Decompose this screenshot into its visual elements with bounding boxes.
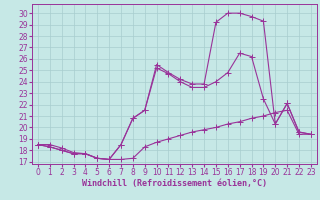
X-axis label: Windchill (Refroidissement éolien,°C): Windchill (Refroidissement éolien,°C) [82,179,267,188]
